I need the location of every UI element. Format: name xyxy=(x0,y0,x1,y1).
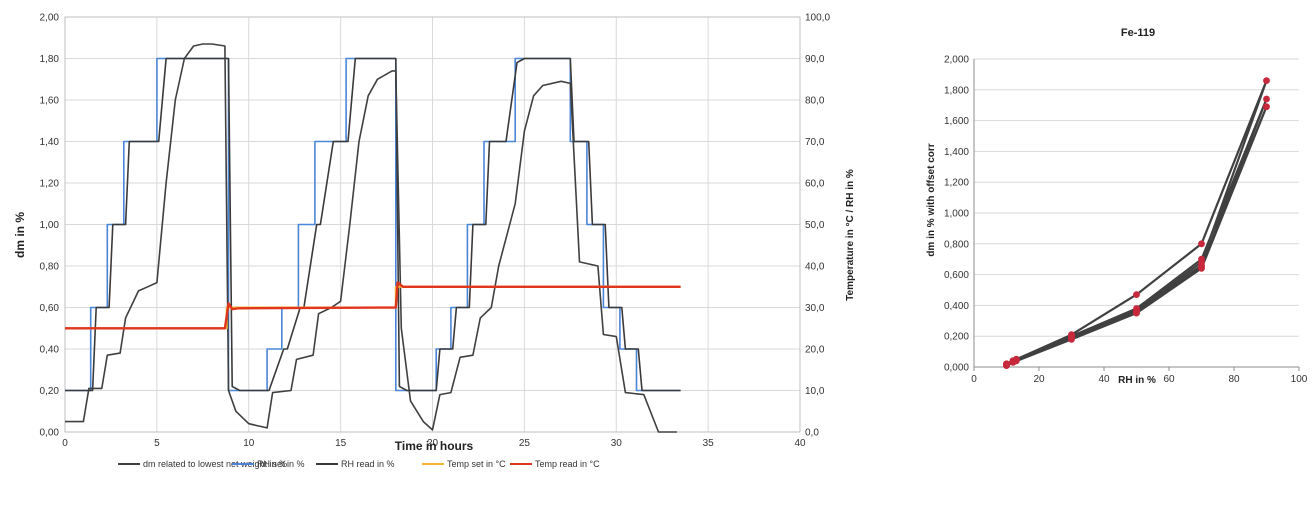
y-tick-label: 2,00 xyxy=(40,13,60,24)
data-point xyxy=(1003,362,1010,369)
series-line-1 xyxy=(65,57,681,392)
data-point xyxy=(1198,255,1205,263)
y-axis-title: dm in % with offset corr xyxy=(926,143,937,256)
chart-title: Fe-119 xyxy=(1121,27,1155,39)
legend-label-0: dm related to lowest net weight in % xyxy=(143,459,287,469)
y-tick-label: 1,60 xyxy=(40,96,60,107)
legend: dm related to lowest net weight in %RH s… xyxy=(118,459,600,469)
x-tick-label: 25 xyxy=(519,438,531,449)
x-axis-ticks: 0 20 40 60 80 100 xyxy=(971,367,1308,385)
plot-area xyxy=(65,43,681,433)
x-tick-label: 5 xyxy=(154,438,160,449)
y2-axis-ticks: 0,0 10,0 20,0 30,0 40,0 50,0 60,0 70,0 80,0 90,0 1… xyxy=(805,13,830,439)
y-tick-label: 0,800 xyxy=(944,239,969,250)
legend-label-3: Temp set in °C xyxy=(447,459,506,469)
y2-tick-label: 0,0 xyxy=(805,428,819,439)
y-tick-label: 0,40 xyxy=(40,345,60,356)
data-point xyxy=(1263,77,1270,84)
y-axis-ticks: 0,00 0,20 0,40 0,60 0,80 1,00 1,20 1,40 1,60 1,80… xyxy=(40,13,60,439)
y2-tick-label: 40,0 xyxy=(805,262,825,273)
data-point xyxy=(1133,291,1140,298)
y2-tick-label: 50,0 xyxy=(805,220,825,231)
x-tick-label: 100 xyxy=(1291,374,1308,385)
x-tick-label: 20 xyxy=(427,438,439,449)
y2-tick-label: 20,0 xyxy=(805,345,825,356)
x-tick-label: 15 xyxy=(335,438,347,449)
legend-label-2: RH read in % xyxy=(341,459,395,469)
y-tick-label: 1,80 xyxy=(40,54,60,65)
x-axis-ticks: 0 5 10 15 20 25 30 35 40 xyxy=(62,438,806,449)
y2-tick-label: 80,0 xyxy=(805,96,825,107)
series-line-2 xyxy=(65,57,681,392)
x-tick-label: 0 xyxy=(971,374,977,385)
y2-tick-label: 100,0 xyxy=(805,13,830,24)
y2-tick-label: 30,0 xyxy=(805,303,825,314)
x-tick-label: 60 xyxy=(1163,374,1175,385)
hysteresis-chart: Fe-119 0,000 0,200 0,400 0,600 0,800 1,000 1,2… xyxy=(926,27,1308,386)
x-tick-label: 20 xyxy=(1033,374,1045,385)
y-tick-label: 0,20 xyxy=(40,386,60,397)
legend-label-1: RH set in % xyxy=(257,459,305,469)
x-tick-label: 40 xyxy=(1098,374,1110,385)
x-tick-label: 35 xyxy=(703,438,715,449)
y-tick-label: 0,400 xyxy=(944,301,969,312)
data-point xyxy=(1198,240,1205,248)
y-tick-label: 2,000 xyxy=(944,55,969,66)
data-point xyxy=(1012,357,1020,365)
x-axis-title: RH in % xyxy=(1118,375,1156,386)
x-tick-label: 0 xyxy=(62,438,68,449)
data-point xyxy=(1133,306,1140,314)
y-tick-label: 1,200 xyxy=(944,178,969,189)
series-line-4 xyxy=(65,281,681,330)
y-tick-label: 1,000 xyxy=(944,209,969,220)
plot-area xyxy=(1003,77,1270,369)
time-series-chart: 0,000,200,400,600,801,001,201,401,601,80… xyxy=(13,13,856,470)
y2-tick-label: 60,0 xyxy=(805,179,825,190)
data-point xyxy=(1068,334,1075,342)
gridlines xyxy=(973,58,1299,368)
y-axis-ticks: 0,000 0,200 0,400 0,600 0,800 1,000 1,200 1,400… xyxy=(944,55,969,374)
y-tick-label: 0,80 xyxy=(40,262,60,273)
y-tick-label: 0,600 xyxy=(944,270,969,281)
y2-tick-label: 10,0 xyxy=(805,386,825,397)
y-tick-label: 1,20 xyxy=(40,179,60,190)
data-point xyxy=(1198,262,1205,269)
x-tick-label: 80 xyxy=(1228,374,1240,385)
y-tick-label: 0,000 xyxy=(944,363,969,374)
data-point xyxy=(1263,103,1270,111)
y2-tick-label: 70,0 xyxy=(805,137,825,148)
x-axis-title: Time in hours xyxy=(395,439,474,453)
y2-axis-title: Temperature in °C / RH in % xyxy=(845,169,856,301)
data-point xyxy=(1263,95,1270,103)
legend-label-4: Temp read in °C xyxy=(535,459,600,469)
y-tick-label: 1,800 xyxy=(944,85,969,96)
y-tick-label: 0,00 xyxy=(40,428,60,439)
y2-tick-label: 90,0 xyxy=(805,54,825,65)
y-tick-label: 0,200 xyxy=(944,332,969,343)
x-tick-label: 10 xyxy=(243,438,255,449)
y-axis-title: dm in % xyxy=(13,212,27,258)
y-tick-label: 1,400 xyxy=(944,147,969,158)
gridlines xyxy=(64,16,801,433)
y-tick-label: 1,00 xyxy=(40,220,60,231)
y-tick-label: 0,60 xyxy=(40,303,60,314)
x-tick-label: 40 xyxy=(794,438,806,449)
y-tick-label: 1,40 xyxy=(40,137,60,148)
series-line-0 xyxy=(65,43,677,433)
x-tick-label: 30 xyxy=(611,438,623,449)
y-tick-label: 1,600 xyxy=(944,116,969,127)
plot-border xyxy=(64,16,801,433)
